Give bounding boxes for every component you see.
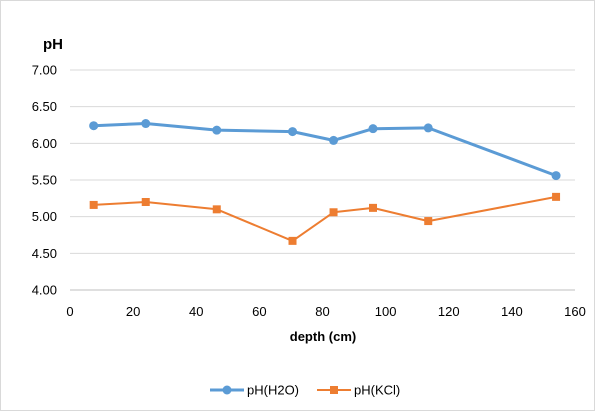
x-tick-label: 100: [375, 304, 397, 319]
y-tick-label: 4.00: [32, 283, 57, 298]
y-axis-tick-labels: 4.00 4.50 5.00 5.50 6.00 6.50 7.00: [32, 63, 57, 298]
legend-item: pH(KCl): [317, 383, 400, 398]
data-point: [141, 198, 150, 206]
legend: pH(H2O) pH(KCl): [210, 383, 400, 398]
data-point: [212, 125, 222, 135]
legend-item: pH(H2O): [210, 383, 299, 398]
x-tick-label: 60: [252, 304, 266, 319]
data-point: [329, 208, 338, 217]
x-axis-title: depth (cm): [290, 329, 356, 344]
data-point: [89, 121, 99, 131]
data-point: [329, 135, 339, 145]
x-tick-label: 120: [438, 304, 460, 319]
x-tick-label: 40: [189, 304, 203, 319]
data-point: [141, 119, 151, 129]
x-tick-label: 140: [501, 304, 523, 319]
y-tick-label: 5.50: [32, 173, 57, 188]
x-tick-label: 0: [66, 304, 73, 319]
data-point: [89, 200, 98, 209]
data-point: [552, 192, 561, 201]
x-tick-label: 160: [564, 304, 586, 319]
y-tick-label: 6.00: [32, 136, 57, 151]
legend-label: pH(KCl): [354, 383, 400, 398]
x-tick-label: 80: [315, 304, 329, 319]
data-point: [369, 203, 377, 212]
x-tick-label: 20: [126, 304, 140, 319]
legend-marker: [222, 385, 232, 395]
series-line: [93, 195, 557, 242]
data-point: [212, 205, 221, 214]
data-point: [368, 124, 378, 134]
y-tick-label: 5.00: [32, 209, 57, 224]
gridlines: [70, 69, 575, 254]
data-point: [288, 127, 298, 137]
data-point: [551, 171, 561, 181]
series-ph-kcl: [89, 192, 561, 245]
series-layer: [89, 119, 561, 245]
y-tick-label: 7.00: [32, 63, 57, 78]
series-line: [93, 122, 557, 178]
data-point: [423, 123, 433, 133]
y-tick-label: 4.50: [32, 246, 57, 261]
legend-marker: [330, 386, 338, 394]
series-ph-h2o: [89, 119, 561, 181]
x-axis-tick-labels: 0 20 40 60 80 100 120 140 160: [66, 304, 585, 319]
data-point: [288, 236, 297, 245]
y-tick-label: 6.50: [32, 99, 57, 114]
data-point: [424, 217, 433, 226]
legend-label: pH(H2O): [247, 383, 299, 398]
y-axis-title: pH: [43, 36, 63, 53]
